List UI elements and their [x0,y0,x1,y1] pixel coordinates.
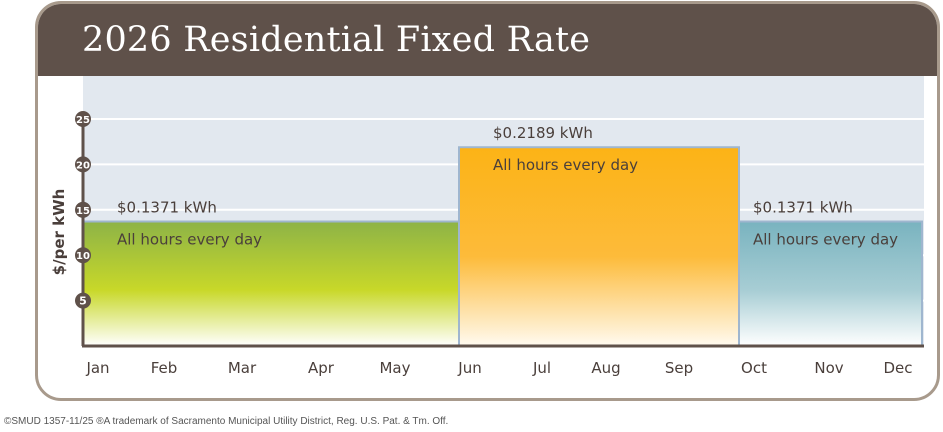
x-tick-label: Dec [883,359,912,377]
x-tick-label: Feb [151,359,178,377]
price-label: $0.2189 kWh [493,124,593,142]
period-note: All hours every day [493,156,638,174]
y-tick-marker [75,247,91,264]
y-tick-label: 5 [79,295,87,308]
x-tick-label: Mar [228,359,257,377]
x-tick-label: Jul [532,359,551,377]
price-label: $0.1371 kWh [117,199,217,217]
bar-oct-dec [738,220,923,347]
x-tick-label: Jan [85,359,109,377]
y-tick-label: 20 [76,160,90,171]
y-tick-marker [75,156,91,173]
x-tick-label: Jun [457,359,481,377]
period-note: All hours every day [753,231,898,249]
bar-jun-sep [458,146,740,347]
x-tick-label: Oct [741,359,767,377]
chart-title: 2026 Residential Fixed Rate [82,20,591,60]
x-tick-label: Sep [665,359,693,377]
footer-copyright: ©SMUD 1357-11/25 ®A trademark of Sacrame… [4,416,449,427]
title-banner: 2026 Residential Fixed Rate [38,4,937,76]
y-tick-marker [75,292,91,309]
period-note: All hours every day [117,231,262,249]
price-label: $0.1371 kWh [753,199,853,217]
x-tick-label: Aug [591,359,620,377]
x-tick-label: Nov [814,359,843,377]
y-tick-label: 15 [76,206,90,217]
y-tick-marker [75,111,91,127]
y-tick-marker [75,201,91,218]
y-tick-label: 25 [76,115,90,126]
x-tick-label: May [379,359,410,377]
y-tick-label: 10 [76,251,90,262]
x-tick-label: Apr [308,359,335,377]
y-axis-label: $/per kWh [50,189,68,276]
